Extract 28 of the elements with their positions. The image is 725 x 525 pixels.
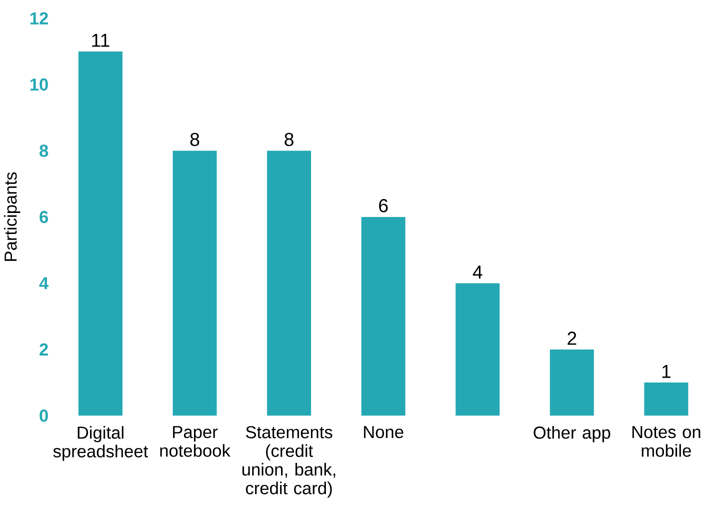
y-tick-label: 8 xyxy=(40,144,48,157)
y-tick-label: 0 xyxy=(40,410,48,422)
bar xyxy=(267,150,312,416)
bar xyxy=(172,150,217,416)
bar xyxy=(78,51,122,416)
bar xyxy=(644,382,688,416)
x-tick-label: Notes on mobile xyxy=(632,426,700,457)
data-label: 11 xyxy=(92,34,110,47)
x-tick-label: Other app xyxy=(534,426,610,442)
bar xyxy=(361,217,406,416)
y-tick-label: 6 xyxy=(40,210,48,224)
x-tick-label: Statements (credit union, bank, credit card) xyxy=(242,426,336,498)
data-label: 6 xyxy=(379,199,388,212)
data-label: 8 xyxy=(284,132,294,146)
y-tick-label: 4 xyxy=(39,277,49,290)
bar xyxy=(456,283,500,416)
y-tick-label: 10 xyxy=(30,78,48,91)
y-axis-title: Participants xyxy=(4,172,20,261)
y-tick-label: 12 xyxy=(30,12,48,24)
data-label: 8 xyxy=(190,132,200,146)
y-tick-label: 2 xyxy=(40,343,48,356)
bar xyxy=(550,349,594,416)
x-tick-label: Digital spreadsheet xyxy=(53,426,148,461)
x-tick-label: Paper notebook xyxy=(160,426,230,457)
data-label: 1 xyxy=(662,365,670,378)
data-label: 4 xyxy=(472,266,482,279)
data-label: 2 xyxy=(568,332,576,345)
x-tick-label: None xyxy=(364,426,404,438)
